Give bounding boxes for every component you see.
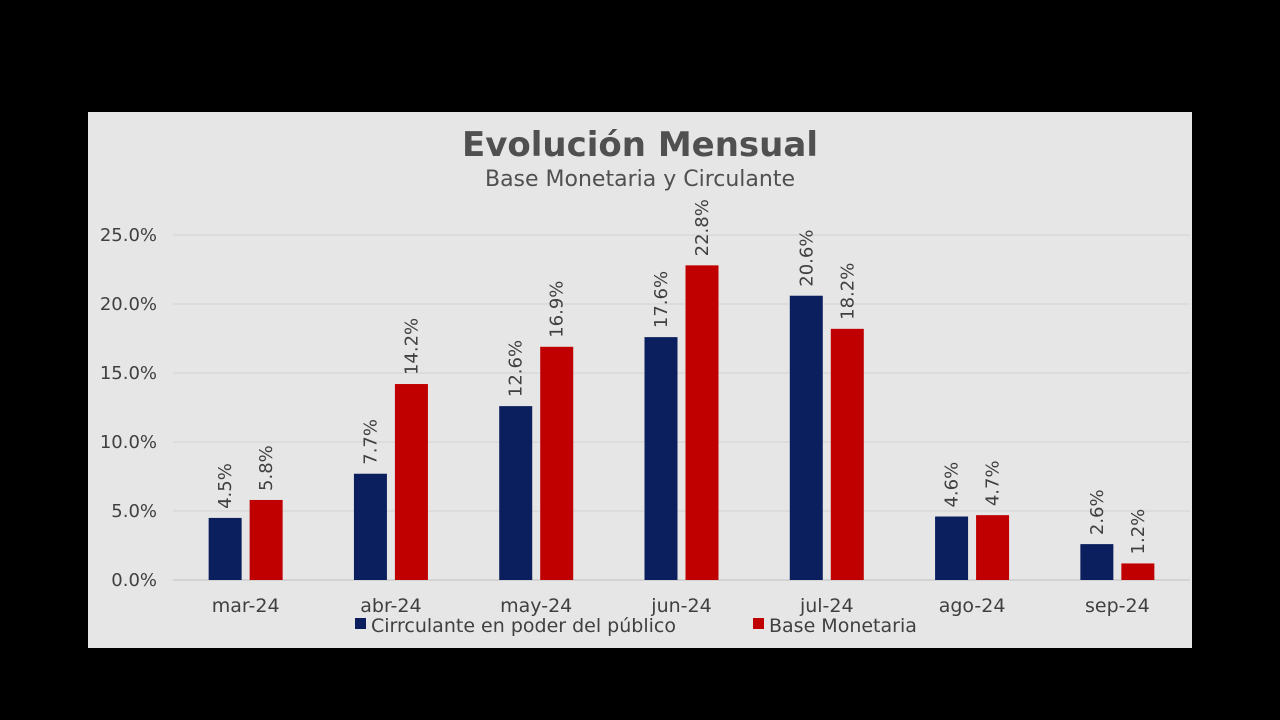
data-label: 14.2% <box>401 318 422 375</box>
bars <box>208 265 1155 580</box>
category-label: abr-24 <box>360 595 421 617</box>
bar-circulante-sep-24 <box>1080 544 1114 580</box>
category-label: ago-24 <box>939 595 1006 617</box>
data-label: 5.8% <box>256 445 277 491</box>
data-label: 4.6% <box>942 462 963 508</box>
data-labels: 4.5% 5.8% 7.7% 14.2% 12.6% 16.9% 17.6% 22.8% 20.… <box>215 199 1149 554</box>
chart-subtitle: Base Monetaria y Circulante <box>485 167 795 192</box>
legend-label: Cirrculante en poder del público <box>371 615 676 637</box>
y-tick-label: 10.0% <box>100 432 157 453</box>
bar-circulante-jun-24 <box>644 337 678 580</box>
data-label: 17.6% <box>651 271 672 328</box>
bar-base-monetaria-may-24 <box>540 346 574 580</box>
gridlines <box>173 234 1190 581</box>
y-tick-label: 15.0% <box>100 363 157 384</box>
x-axis-categories: mar-24 abr-24 may-24 jun-24 jul-24 ago-24 sep-… <box>212 595 1150 617</box>
legend-swatch-1 <box>753 618 764 629</box>
legend-swatch-0 <box>355 618 366 629</box>
bar-circulante-abr-24 <box>353 473 387 580</box>
chart-panel: Evolución Mensual Base Monetaria y Circu… <box>88 112 1192 648</box>
legend: Cirrculante en poder del público Base Mon… <box>355 615 917 637</box>
category-label: sep-24 <box>1085 595 1150 617</box>
bar-base-monetaria-jun-24 <box>685 265 719 580</box>
data-label: 4.7% <box>983 460 1004 506</box>
bar-base-monetaria-ago-24 <box>976 515 1010 580</box>
data-label: 2.6% <box>1087 489 1108 535</box>
data-label: 12.6% <box>506 340 527 397</box>
bar-base-monetaria-mar-24 <box>249 499 283 580</box>
chart-svg: Evolución Mensual Base Monetaria y Circu… <box>100 125 1190 637</box>
bar-base-monetaria-jul-24 <box>830 328 864 580</box>
bar-base-monetaria-sep-24 <box>1121 563 1155 580</box>
y-tick-label: 5.0% <box>111 501 157 522</box>
category-label: mar-24 <box>212 595 280 617</box>
legend-label: Base Monetaria <box>769 615 917 637</box>
bar-circulante-ago-24 <box>935 516 969 580</box>
data-label: 16.9% <box>547 281 568 338</box>
y-tick-label: 20.0% <box>100 294 157 315</box>
bar-circulante-jul-24 <box>789 295 823 580</box>
data-label: 18.2% <box>837 263 858 320</box>
y-axis-ticks: 0.0% 5.0% 10.0% 15.0% 20.0% 25.0% <box>100 225 157 591</box>
category-label: jun-24 <box>650 595 711 617</box>
data-label: 20.6% <box>796 230 817 287</box>
data-label: 7.7% <box>360 419 381 465</box>
category-label: jul-24 <box>799 595 854 617</box>
chart-title: Evolución Mensual <box>462 125 818 165</box>
data-label: 22.8% <box>692 199 713 256</box>
category-label: may-24 <box>500 595 572 617</box>
bar-base-monetaria-abr-24 <box>394 384 428 580</box>
bar-circulante-mar-24 <box>208 517 242 580</box>
data-label: 1.2% <box>1128 509 1149 555</box>
y-tick-label: 0.0% <box>111 570 157 591</box>
bar-circulante-may-24 <box>499 406 533 580</box>
y-tick-label: 25.0% <box>100 225 157 246</box>
data-label: 4.5% <box>215 463 236 509</box>
